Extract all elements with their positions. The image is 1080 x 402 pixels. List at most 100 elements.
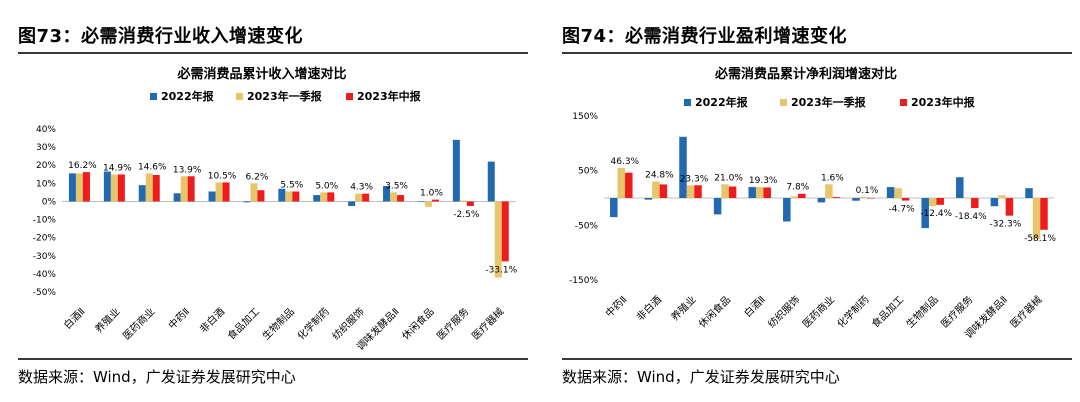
bar [998, 195, 1006, 198]
bar [936, 198, 944, 205]
bar [75, 173, 83, 202]
x-category-label: 纺织服饰 [329, 305, 366, 342]
bar [431, 199, 439, 202]
bar [494, 201, 502, 278]
data-label: 5.5% [280, 180, 303, 190]
x-category-label: 食品加工 [225, 305, 262, 342]
source-note: 数据来源：Wind，广发证券发展研究中心 [562, 368, 840, 386]
y-tick-label: 10% [36, 179, 56, 189]
data-label: -4.7% [889, 205, 916, 215]
legend-swatch [780, 99, 787, 106]
bar [956, 177, 964, 198]
bar [990, 198, 999, 207]
bar [327, 192, 335, 202]
bar [748, 187, 756, 198]
data-label: 10.5% [208, 171, 237, 181]
data-label: -33.1% [485, 265, 517, 275]
x-category-label: 生物制品 [259, 305, 296, 342]
figure-title: 图74：必需消费行业盈利增速变化 [562, 26, 848, 47]
bar [652, 181, 660, 198]
figure-title: 图73：必需消费行业收入增速变化 [18, 26, 304, 47]
data-label: -18.4% [955, 212, 987, 222]
data-label: 1.6% [821, 173, 844, 183]
bar [755, 187, 764, 198]
legend-label: 2023年中报 [357, 89, 422, 103]
bar [1032, 198, 1041, 239]
data-label: 46.3% [611, 157, 640, 167]
bar [257, 190, 265, 202]
data-label: 6.2% [246, 172, 269, 182]
revenue-growth-chart: 必需消费品累计收入增速对比 2022年报 2023年一季报 2023年中报 40% 30%… [33, 66, 518, 353]
bar [173, 193, 181, 202]
x-category-label: 医药商业 [120, 305, 157, 342]
y-tick-label: 150% [572, 112, 598, 122]
bar [348, 201, 356, 206]
y-tick-label: -50% [575, 221, 599, 231]
bar [694, 185, 702, 198]
x-category-label: 白酒Ⅱ [741, 293, 768, 320]
bar [466, 201, 474, 206]
bar [679, 136, 687, 198]
bar [686, 185, 695, 198]
bar [110, 174, 118, 202]
bar [886, 187, 895, 198]
x-category-label: 养殖业 [92, 305, 122, 335]
bar [103, 171, 111, 202]
data-label: 23.3% [680, 174, 709, 184]
source-rule [18, 358, 528, 360]
bar [383, 186, 391, 202]
y-tick-label: -20% [33, 234, 57, 244]
bar [798, 193, 806, 198]
data-label: -32.3% [989, 220, 1021, 230]
data-label: 3.5% [385, 181, 408, 191]
bar [501, 201, 509, 262]
data-label: 13.9% [173, 165, 202, 175]
data-label: 21.0% [714, 173, 743, 183]
bar [721, 184, 729, 198]
bar [390, 192, 398, 202]
x-category-label: 中药Ⅱ [603, 293, 630, 320]
title-rule [562, 52, 1072, 54]
bar [825, 184, 833, 198]
x-category-label: 休闲食品 [399, 305, 436, 342]
y-tick-label: 50% [578, 167, 598, 177]
bar [180, 176, 188, 202]
data-label: -58.1% [1024, 234, 1056, 244]
x-category-label: 休闲食品 [696, 293, 733, 330]
y-tick-label: 40% [36, 125, 56, 135]
bar [901, 198, 910, 201]
title-rule [18, 52, 528, 54]
bar [817, 198, 826, 203]
bar [790, 196, 799, 198]
bar [285, 191, 293, 202]
x-category-label: 非白酒 [634, 293, 664, 323]
x-category-label: 食品加工 [869, 293, 906, 330]
bar [859, 196, 868, 198]
bar [82, 172, 90, 202]
legend-swatch [236, 93, 243, 100]
bar [187, 176, 195, 202]
chart-title: 必需消费品累计收入增速对比 [176, 66, 346, 82]
x-category-label: 医疗服务 [938, 293, 975, 330]
bar [783, 198, 791, 222]
x-category-label: 化学制药 [294, 305, 331, 342]
bar [617, 167, 626, 198]
y-tick-label: -30% [33, 252, 57, 262]
bar [644, 198, 653, 200]
bar [222, 182, 230, 202]
bar [152, 175, 160, 202]
bar [610, 198, 618, 218]
bar [278, 188, 286, 202]
bar [921, 198, 929, 229]
bar [852, 198, 860, 201]
y-tick-label: 0% [42, 197, 57, 207]
right-figure-panel: 图74：必需消费行业盈利增速变化 必需消费品累计净利润增速对比 2022年报 202… [544, 0, 1080, 402]
x-category-label: 白酒Ⅱ [61, 305, 88, 332]
bar [145, 173, 153, 202]
bar [417, 201, 425, 203]
bar [832, 197, 841, 198]
bar [355, 193, 363, 202]
legend-label: 2023年中报 [911, 95, 976, 109]
x-category-label: 非白酒 [197, 305, 227, 335]
y-tick-label: 30% [36, 143, 56, 153]
